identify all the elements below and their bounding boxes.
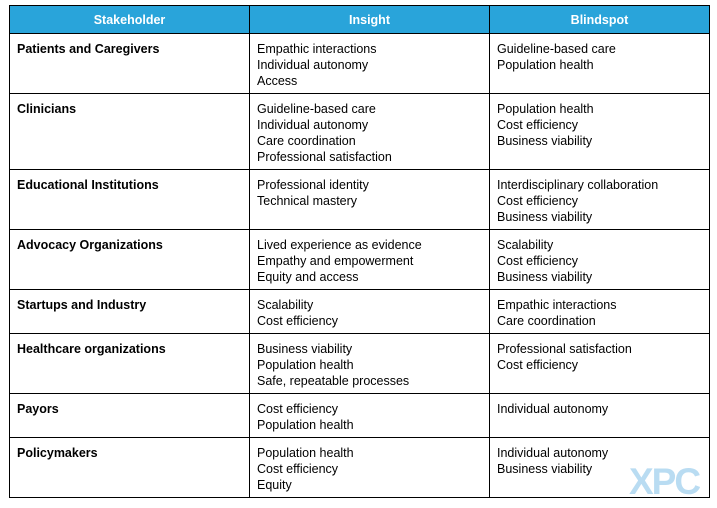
stakeholder-cell: Healthcare organizations [9,333,250,394]
insight-item: Business viability [257,342,353,356]
stakeholder-cell: Payors [9,393,250,438]
blindspot-item: Business viability [497,462,593,476]
xpc-logo: XPC [629,463,702,499]
blindspot-item: Professional satisfaction [497,342,632,356]
table-row: Healthcare organizations Business viabili… [9,333,710,394]
insight-item: Cost efficiency [257,314,339,328]
insight-item: Cost efficiency [257,402,339,416]
blindspot-item: Business viability [497,134,593,148]
table-row: Payors Cost efficiency Population health In… [9,393,710,438]
insight-item: Individual autonomy [257,118,369,132]
insight-item: Equity and access [257,270,359,284]
blindspot-item: Cost efficiency [497,118,579,132]
stakeholder-cell: Policymakers [9,437,250,498]
table-row: Educational Institutions Professional ide… [9,169,710,230]
insight-cell: Scalability Cost efficiency [249,289,490,334]
stakeholder-table: Stakeholder Insight Blindspot Patients a… [9,5,710,498]
header-insight: Insight [249,5,490,34]
stakeholder-cell: Educational Institutions [9,169,250,230]
blindspot-item: Population health [497,58,594,72]
table-row: Advocacy Organizations Lived experience a… [9,229,710,290]
blindspot-item: Cost efficiency [497,194,579,208]
insight-item: Care coordination [257,134,356,148]
insight-item: Access [257,74,298,88]
stakeholder-cell: Clinicians [9,93,250,170]
xpc-logo-text: XPC [629,463,700,499]
blindspot-item: Guideline-based care [497,42,616,56]
insight-cell: Business viability Population health Safe,… [249,333,490,394]
blindspot-cell: Individual autonomy [489,393,710,438]
blindspot-item: Cost efficiency [497,254,579,268]
insight-item: Professional satisfaction [257,150,392,164]
table-row: Policymakers Population health Cost effici… [9,437,710,498]
blindspot-item: Care coordination [497,314,596,328]
insight-item: Scalability [257,298,314,312]
insight-item: Guideline-based care [257,102,376,116]
table-row: Startups and Industry Scalability Cost eff… [9,289,710,334]
table-row: Clinicians Guideline-based care Individual… [9,93,710,170]
header-row: Stakeholder Insight Blindspot [9,5,710,34]
blindspot-cell: Scalability Cost efficiency Business viabi… [489,229,710,290]
blindspot-item: Interdisciplinary collaboration [497,178,659,192]
blindspot-item: Scalability [497,238,554,252]
stakeholder-cell: Advocacy Organizations [9,229,250,290]
stakeholder-cell: Patients and Caregivers [9,33,250,94]
header-stakeholder: Stakeholder [9,5,250,34]
blindspot-item: Individual autonomy [497,402,609,416]
insight-item: Empathic interactions [257,42,377,56]
stakeholder-cell: Startups and Industry [9,289,250,334]
insight-item: Empathy and empowerment [257,254,414,268]
insight-cell: Guideline-based care Individual autonomy C… [249,93,490,170]
blindspot-cell: Guideline-based care Population health [489,33,710,94]
insight-item: Individual autonomy [257,58,369,72]
insight-item: Technical mastery [257,194,358,208]
blindspot-cell: Empathic interactions Care coordination [489,289,710,334]
blindspot-item: Population health [497,102,594,116]
blindspot-cell: Individual autonomy Business viability [489,437,710,498]
insight-item: Population health [257,446,354,460]
insight-item: Population health [257,358,354,372]
insight-cell: Population health Cost efficiency Equity [249,437,490,498]
insight-cell: Professional identity Technical mastery [249,169,490,230]
blindspot-item: Business viability [497,270,593,284]
insight-item: Lived experience as evidence [257,238,422,252]
insight-cell: Lived experience as evidence Empathy and … [249,229,490,290]
blindspot-item: Empathic interactions [497,298,617,312]
header-blindspot: Blindspot [489,5,710,34]
insight-cell: Empathic interactions Individual autonomy… [249,33,490,94]
insight-item: Population health [257,418,354,432]
blindspot-item: Individual autonomy [497,446,609,460]
insight-item: Safe, repeatable processes [257,374,410,388]
table-row: Patients and Caregivers Empathic interact… [9,33,710,94]
blindspot-cell: Population health Cost efficiency Business… [489,93,710,170]
blindspot-item: Business viability [497,210,593,224]
blindspot-cell: Professional satisfaction Cost efficiency [489,333,710,394]
insight-item: Equity [257,478,292,492]
blindspot-item: Cost efficiency [497,358,579,372]
insight-item: Professional identity [257,178,369,192]
insight-cell: Cost efficiency Population health [249,393,490,438]
insight-item: Cost efficiency [257,462,339,476]
blindspot-cell: Interdisciplinary collaboration Cost effi… [489,169,710,230]
